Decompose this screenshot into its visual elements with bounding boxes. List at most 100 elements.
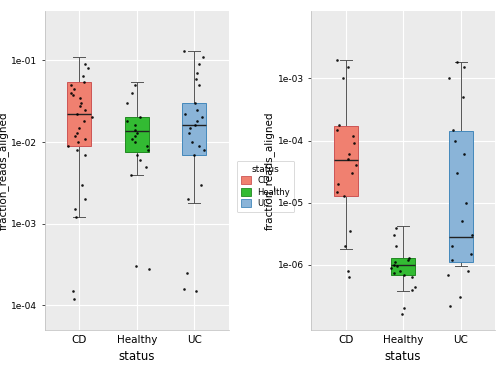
Point xyxy=(194,61,202,67)
Point xyxy=(333,57,341,63)
Point xyxy=(200,147,207,153)
Point xyxy=(194,70,202,76)
Point xyxy=(400,272,408,278)
Point xyxy=(344,268,351,274)
Point xyxy=(398,312,406,318)
Point xyxy=(198,114,206,120)
Bar xyxy=(182,103,206,155)
Point xyxy=(444,272,452,278)
Point xyxy=(390,262,398,268)
Point xyxy=(199,54,207,60)
Point xyxy=(132,264,140,270)
Point xyxy=(445,75,453,81)
Point xyxy=(76,100,84,106)
Point xyxy=(448,243,456,249)
Point xyxy=(195,143,203,149)
Point xyxy=(352,162,360,168)
Bar xyxy=(125,117,149,152)
Point xyxy=(67,90,75,96)
Point xyxy=(462,200,470,206)
Point xyxy=(405,255,413,261)
Point xyxy=(144,147,152,153)
Point xyxy=(446,303,454,309)
Point xyxy=(72,130,80,136)
Point xyxy=(74,111,82,117)
Point xyxy=(451,138,459,144)
Point xyxy=(400,305,408,311)
Point xyxy=(72,214,80,220)
Point xyxy=(131,139,139,145)
Point xyxy=(72,133,80,139)
Point xyxy=(334,127,342,133)
Point xyxy=(71,206,79,212)
Bar xyxy=(334,126,358,196)
Point xyxy=(180,286,188,292)
Point xyxy=(453,170,461,176)
Bar xyxy=(448,132,472,262)
Point xyxy=(466,251,474,257)
Point xyxy=(396,268,404,274)
Point xyxy=(456,294,464,300)
Point xyxy=(345,152,353,157)
Point xyxy=(74,139,82,145)
Point xyxy=(344,156,352,162)
Point xyxy=(145,266,153,272)
Point xyxy=(68,92,76,98)
Point xyxy=(122,118,130,124)
Point xyxy=(348,170,356,176)
Point xyxy=(68,82,76,88)
Point xyxy=(82,152,90,158)
Point xyxy=(392,225,400,231)
Point xyxy=(448,257,456,263)
X-axis label: status: status xyxy=(385,350,422,363)
Point xyxy=(80,79,88,85)
Point xyxy=(458,219,466,225)
Point xyxy=(130,82,138,88)
Point xyxy=(408,274,416,280)
Point xyxy=(390,232,398,238)
Y-axis label: fraction_reads_aligned: fraction_reads_aligned xyxy=(264,111,275,230)
Point xyxy=(334,181,342,187)
Point xyxy=(460,64,468,70)
Point xyxy=(143,143,151,149)
Point xyxy=(131,122,139,128)
Point xyxy=(88,114,96,120)
Point xyxy=(182,270,190,276)
Point xyxy=(128,136,136,142)
Point xyxy=(340,193,348,199)
Legend: CD, Healthy, UC: CD, Healthy, UC xyxy=(236,160,294,213)
Point xyxy=(186,125,194,131)
Point xyxy=(131,127,139,133)
Point xyxy=(81,106,89,112)
Point xyxy=(390,270,398,276)
Point xyxy=(194,82,202,88)
Point xyxy=(460,152,468,157)
Point xyxy=(392,263,400,269)
Point xyxy=(81,196,89,202)
Point xyxy=(70,86,78,92)
Point xyxy=(180,48,188,54)
Point xyxy=(349,133,357,139)
Point xyxy=(79,73,87,79)
Point xyxy=(78,182,86,188)
Point xyxy=(76,103,84,109)
Point xyxy=(126,172,134,178)
Point xyxy=(448,127,456,133)
Point xyxy=(136,114,144,120)
Point xyxy=(64,143,72,149)
Point xyxy=(344,64,351,70)
Point xyxy=(123,100,131,106)
Point xyxy=(190,152,198,158)
Point xyxy=(193,118,201,124)
Point xyxy=(197,182,205,188)
Point xyxy=(192,122,200,128)
Bar xyxy=(391,258,415,275)
Point xyxy=(76,94,84,100)
Point xyxy=(391,260,399,266)
Point xyxy=(341,243,349,249)
Point xyxy=(346,274,354,280)
Point xyxy=(392,243,400,249)
Point xyxy=(142,164,150,170)
Point xyxy=(132,130,140,136)
Point xyxy=(192,75,200,81)
